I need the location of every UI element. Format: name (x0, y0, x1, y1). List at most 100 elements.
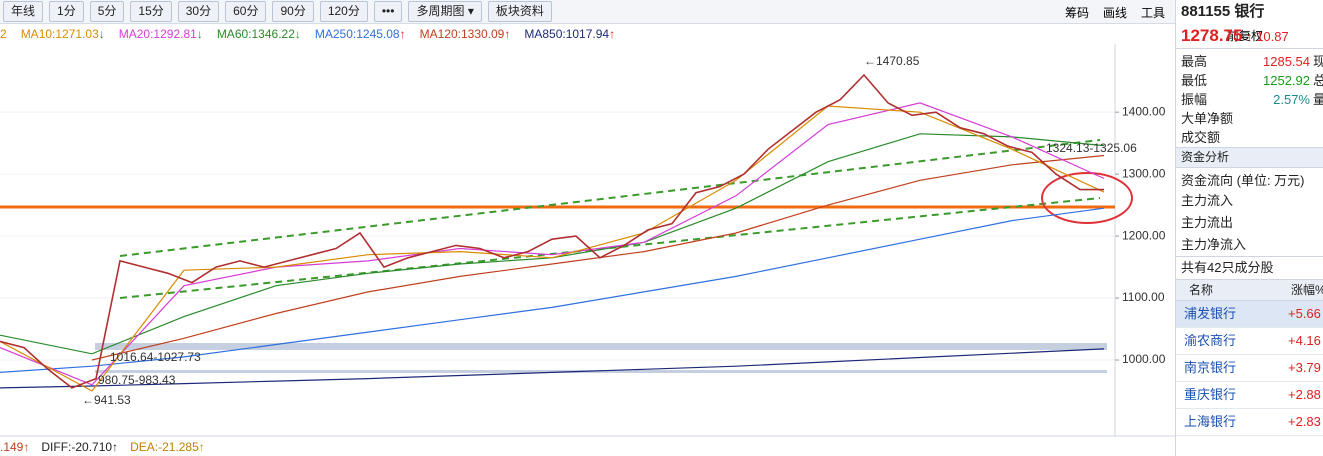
name: 银行 (1234, 3, 1265, 20)
table-row[interactable]: 重庆银行 +2.88 (1176, 382, 1323, 409)
indicator-bar: .149↑ DIFF:-20.710↑ DEA:-21.285↑ (0, 440, 1175, 456)
period-button[interactable]: 15分 (130, 1, 172, 22)
ma-item: MA60:1346.22↓ (217, 27, 301, 41)
highlight-circle (1041, 172, 1133, 224)
ma-arrow: ↑ (399, 27, 406, 41)
fund-header: 资金分析 (1176, 147, 1323, 168)
stat-value: 1285.54 (1263, 54, 1310, 69)
annotation: ←941.53 (82, 393, 131, 407)
stat-value: 2.57% (1273, 92, 1310, 107)
code: 881155 (1181, 3, 1231, 20)
fund-row: 主力流入 (1181, 193, 1234, 208)
tool[interactable]: 画线 (1102, 6, 1127, 20)
ma-arrow: ↓ (196, 27, 203, 41)
period-button[interactable]: 60分 (225, 1, 267, 22)
change: 10.87 (1256, 29, 1289, 44)
ma-label: MA60:1346.22 (216, 27, 295, 41)
ma-label: MA850:1017.94 (524, 27, 610, 41)
stat-row: 大单净额 (1181, 111, 1234, 126)
y-tick-label: 1300.00 (1122, 166, 1166, 180)
ma-label: MA20:1292.81 (118, 27, 197, 41)
sector-button[interactable]: 板块资料 (487, 1, 552, 22)
y-tick-label: 1000.00 (1122, 352, 1166, 366)
multi-button[interactable]: 多周期图 ▾ (408, 1, 482, 22)
period-button[interactable]: 90分 (272, 1, 314, 22)
annotation: ←1470.85 (864, 54, 920, 68)
stock-name: 上海银行 (1184, 414, 1237, 429)
period-button[interactable]: 30分 (177, 1, 220, 22)
stat-label: 最高 (1181, 54, 1208, 69)
channel-line (119, 139, 1101, 257)
table-row[interactable]: 南京银行 +3.79 (1176, 355, 1323, 382)
chart: 1400.00 1300.00 1200.00 1100.00 1000.00 ←1470… (0, 44, 1175, 437)
table-row[interactable]: 渝农商行 +4.16 (1176, 328, 1323, 355)
ma-item: MA10:1271.03↓ (21, 27, 105, 41)
price-line (0, 73, 1104, 389)
y-tick-label: 1200.00 (1122, 228, 1166, 242)
stat-row: 振幅 2.57% 量 (1176, 90, 1323, 109)
ma-item: MA120:1330.09↑ (420, 27, 511, 41)
ma-line (0, 105, 1105, 392)
ma-item: MA250:1245.08↑ (315, 27, 406, 41)
dea: DEA:-21.285↑ (130, 440, 205, 454)
ma-line (0, 133, 1105, 355)
ma-line (0, 207, 1105, 373)
table-header: 名称 涨幅% (1176, 279, 1323, 301)
stock-change: +2.88 (1288, 387, 1321, 402)
ma-arrow: ↓ (98, 27, 105, 41)
stat-row: 最高 1285.54 现 (1176, 52, 1323, 71)
annotation: 1324.13-1325.06 (1046, 141, 1137, 155)
stock-change: +3.79 (1288, 360, 1321, 375)
stock-name: 南京银行 (1184, 360, 1237, 375)
stock-change: +4.16 (1288, 333, 1321, 348)
constituents: 共有42只成分股 (1176, 256, 1323, 279)
ma-cut: 2 (0, 27, 7, 41)
indicator-cut: .149↑ (0, 440, 30, 454)
ma-item: MA20:1292.81↓ (119, 27, 203, 41)
table-row[interactable]: 浦发银行 +5.66 (1176, 301, 1323, 328)
period-button[interactable]: 5分 (89, 1, 125, 22)
period-button[interactable]: 120分 (319, 1, 368, 22)
ma-item: MA850:1017.94↑ (524, 27, 615, 41)
more-button[interactable]: ••• (373, 1, 403, 22)
ma-arrow: ↑ (504, 27, 511, 41)
period-button[interactable]: 年线 (3, 1, 44, 22)
zone-band (95, 370, 1107, 373)
period-button[interactable]: 1分 (49, 1, 84, 22)
table-row[interactable]: 上海银行 +2.83 (1176, 409, 1323, 436)
stock-name: 渝农商行 (1184, 333, 1237, 348)
tool[interactable]: 筹码 (1064, 6, 1089, 20)
zone-band (95, 343, 1107, 350)
toolbar-tools: 筹码 画线 工具 (1065, 4, 1165, 21)
stock-change: +5.66 (1288, 306, 1321, 321)
ma-label: MA250:1245.08 (314, 27, 400, 41)
ma-label: MA10:1271.03 (20, 27, 99, 41)
ma-label: MA120:1330.09 (419, 27, 505, 41)
stat-suffix: 总 (1312, 73, 1323, 88)
ma-line (0, 102, 1105, 386)
header-cell: 名称 (1189, 283, 1214, 297)
ma-legend: 2 MA10:1271.03↓ MA20:1292.81↓ MA60:1346.22↓… (0, 24, 1175, 44)
tool[interactable]: 工具 (1140, 6, 1165, 20)
fund-flow: 资金流向 (单位: 万元) (1181, 173, 1305, 188)
y-tick-label: 1100.00 (1122, 290, 1165, 304)
stat-label: 振幅 (1181, 92, 1208, 107)
toolbar: 年线 1分 5分 15分 30分 60分 90分 120分 ••• 多周期图 ▾ 板块资料 筹码 画线工… (0, 0, 1175, 24)
stat-suffix: 现 (1312, 54, 1323, 69)
annotation: 1016.64-1027.73 (110, 350, 201, 364)
constituent-table: 共有42只成分股名称 涨幅% 浦发银行 +5.66 渝农商行 +4.16 南京银行 +3.79… (1176, 256, 1323, 436)
side-panel: 881155 银行 1278.75 ↑ 10.87 最高 1285.54 现最低 12… (1175, 0, 1323, 456)
fund-row: 主力流出 (1181, 215, 1234, 230)
ma-line (91, 154, 1105, 361)
ma-arrow: ↑ (609, 27, 616, 41)
arrow: ↑ (1246, 29, 1253, 44)
ma-line (0, 348, 1105, 389)
stat-label: 最低 (1181, 73, 1208, 88)
title: 881155 银行 (1176, 0, 1323, 24)
y-tick-label: 1400.00 (1122, 104, 1166, 118)
stat-suffix: 量 (1312, 92, 1323, 107)
header-cell: 涨幅% (1291, 283, 1323, 297)
adjust[interactable]: 前复权 (1226, 29, 1263, 43)
stats: 最高 1285.54 现最低 1252.92 总振幅 2.57% 量大单净额 成交额 (1176, 48, 1323, 147)
stock-name: 浦发银行 (1184, 306, 1237, 321)
